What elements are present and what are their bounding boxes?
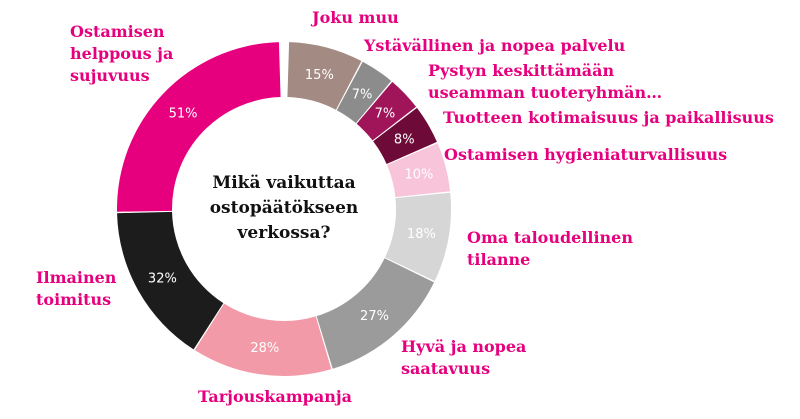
category-label: Pystyn keskittämään [428,61,614,80]
percentage-labels: 15% 7%7% 8% 10% 18% 27% 28% 32% 51% [148,68,436,356]
slice-value-label: 18% [407,227,436,242]
slice-value-label: 7% [375,107,396,122]
category-labels: Joku muu Ystävällinen ja nopea palvelu Pys… [36,8,774,406]
chart-title-line-2: ostopäätökseen [210,198,359,218]
category-label: saatavuus [401,359,490,378]
slice-value-label: 28% [250,341,279,356]
donut-slice [385,192,451,282]
slice-value-label: 51% [169,107,198,122]
category-label: Ilmainen [36,268,117,287]
category-label: sujuvuus [70,66,150,85]
chart-title-line-3: verkossa? [237,223,331,243]
category-label: Ystävällinen ja nopea palvelu [363,36,626,55]
category-label: Tarjouskampanja [198,387,352,406]
donut-slice [117,42,281,212]
category-label: useamman tuoteryhmän… [428,83,662,102]
slice-value-label: 7% [352,87,373,102]
donut-slice [356,81,417,141]
donut-slice [287,42,362,110]
category-label: Joku muu [310,8,399,27]
category-label: Hyvä ja nopea [401,337,526,356]
category-label: Oma taloudellinen [467,228,633,247]
slice-value-label: 8% [394,132,415,147]
donut-slice [316,258,435,369]
chart-title-line-1: Mikä vaikuttaa [212,173,355,193]
donut-slices [117,42,451,376]
slice-value-label: 32% [148,271,177,286]
category-label: Ostamisen hygieniaturvallisuus [444,145,727,164]
chart-title: Mikä vaikuttaa ostopäätökseen verkossa? [210,173,359,243]
category-label: toimitus [36,290,111,309]
category-label: tilanne [467,250,530,269]
slice-value-label: 15% [305,68,334,83]
category-label: Tuotteen kotimaisuus ja paikallisuus [443,108,774,127]
category-label: Ostamisen [70,22,165,41]
slice-value-label: 10% [405,168,434,183]
donut-slice [194,303,332,376]
category-label: helppous ja [70,44,173,63]
donut-slice [373,107,437,165]
donut-slice [336,61,392,124]
donut-slice [117,211,224,350]
slice-value-label: 27% [360,309,389,324]
donut-slice [386,143,451,198]
